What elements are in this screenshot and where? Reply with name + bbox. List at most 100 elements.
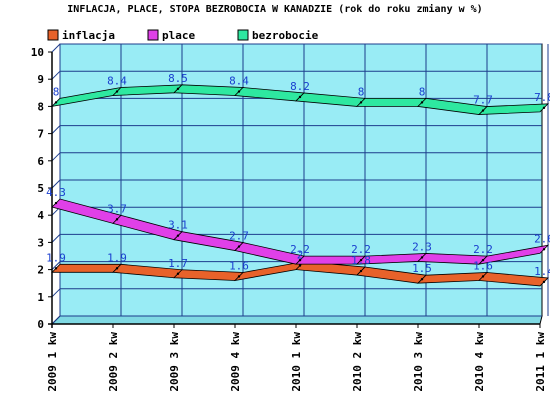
series-inflacja-point-7 <box>481 275 485 278</box>
legend-label-place: place <box>162 29 195 42</box>
data-label-place-2: 3.1 <box>168 219 188 232</box>
data-label-bezrobocie-7: 7.7 <box>473 94 493 107</box>
series-inflacja-point-2 <box>176 272 180 275</box>
gridline-y-depth-2 <box>51 261 61 270</box>
x-tick-label-5: 2010 2 kw <box>351 332 364 392</box>
series-bezrobocie-segment-7 <box>477 103 550 116</box>
series-place-point-8 <box>542 248 546 251</box>
series-inflacja-point-5 <box>359 269 363 273</box>
gridline-y-depth-0 <box>51 315 61 325</box>
data-label-bezrobocie-6: 8 <box>419 85 426 98</box>
y-tick-label-3: 3 <box>37 236 44 249</box>
data-label-place-1: 3.7 <box>107 202 127 215</box>
data-label-place-5: 2.2 <box>351 243 371 256</box>
gridline-y-depth-9 <box>51 70 61 80</box>
series-place-point-0 <box>54 201 58 205</box>
x-tick-label-8: 2011 1 kw <box>534 332 547 392</box>
series-inflacja-point-6 <box>420 278 424 281</box>
data-label-inflacja-3: 1.6 <box>229 259 249 272</box>
data-label-bezrobocie-1: 8.4 <box>107 75 127 88</box>
gridline-y-depth-5 <box>51 179 61 189</box>
series-bezrobocie-point-3 <box>237 90 241 93</box>
series-bezrobocie-segment-5 <box>356 98 427 107</box>
gridline-y-depth-1 <box>51 288 61 298</box>
data-label-inflacja-6: 1.5 <box>412 262 432 275</box>
y-tick-label-0: 0 <box>37 318 44 331</box>
gridline-y-depth-6 <box>51 152 61 162</box>
y-tick-label-2: 2 <box>37 264 44 277</box>
series-bezrobocie-point-6 <box>420 101 424 104</box>
series-bezrobocie-point-4 <box>298 95 302 99</box>
series-inflacja-segment-7 <box>478 272 549 287</box>
series-inflacja <box>51 260 549 287</box>
data-label-inflacja-4: 2 <box>297 249 304 262</box>
data-label-place-4: 2.2 <box>290 243 310 256</box>
data-label-place-6: 2.3 <box>412 240 432 253</box>
y-tick-label-9: 9 <box>37 73 44 86</box>
y-tick-label-8: 8 <box>37 100 44 113</box>
data-label-bezrobocie-4: 8.2 <box>290 80 310 93</box>
y-tick-label-5: 5 <box>37 182 44 195</box>
series-place <box>51 198 550 265</box>
series-inflacja-point-4 <box>298 264 302 267</box>
series-bezrobocie-point-7 <box>481 109 485 112</box>
data-label-place-7: 2.2 <box>473 243 493 256</box>
legend-swatch-inflacja <box>47 29 59 41</box>
data-label-bezrobocie-5: 8 <box>358 85 365 98</box>
data-label-bezrobocie-3: 8.4 <box>229 75 249 88</box>
gridline-y-depth-10 <box>51 43 61 53</box>
data-label-place-8: 2.6 <box>534 232 550 245</box>
series-inflacja-point-1 <box>115 267 119 270</box>
series-group <box>50 84 550 287</box>
x-tick-label-1: 2009 2 kw <box>107 332 120 392</box>
x-tick-label-7: 2010 4 kw <box>473 332 486 392</box>
series-place-segment-7 <box>477 244 550 265</box>
legend-label-bezrobocie: bezrobocie <box>252 29 319 42</box>
x-tick-label-6: 2010 3 kw <box>412 332 425 392</box>
y-tick-label-7: 7 <box>37 128 44 141</box>
grid <box>51 43 549 325</box>
series-inflacja-point-3 <box>237 275 241 278</box>
data-label-place-0: 4.3 <box>46 186 66 199</box>
gridline-y-depth-7 <box>51 125 61 134</box>
series-place-point-2 <box>176 234 180 237</box>
data-label-inflacja-0: 1.9 <box>46 251 66 264</box>
series-bezrobocie-point-8 <box>542 106 546 110</box>
data-label-place-3: 2.7 <box>229 230 249 243</box>
series-place-point-3 <box>237 245 241 248</box>
x-tick-label-0: 2009 1 kw <box>46 332 59 392</box>
series-inflacja-point-8 <box>542 280 546 284</box>
series-place-point-4 <box>298 258 302 262</box>
data-label-inflacja-2: 1.7 <box>168 257 188 270</box>
series-place-point-1 <box>115 218 119 221</box>
series-place-point-5 <box>359 258 363 262</box>
series-place-point-6 <box>420 256 424 259</box>
x-tick-label-2: 2009 3 kw <box>168 332 181 392</box>
data-label-bezrobocie-0: 8 <box>53 85 60 98</box>
data-label-inflacja-1: 1.9 <box>107 251 127 264</box>
legend-label-inflacja: inflacja <box>62 29 115 42</box>
data-label-inflacja-7: 1.6 <box>473 259 493 272</box>
series-place-point-7 <box>481 258 485 262</box>
series-bezrobocie-point-2 <box>176 87 180 91</box>
chart-title: INFLACJA, PLACE, STOPA BEZROBOCIA W KANA… <box>67 3 482 15</box>
series-bezrobocie-point-1 <box>115 90 119 93</box>
y-tick-label-4: 4 <box>37 209 44 222</box>
data-labels: 1.9 1.9 1.7 1.6 2 1.8 1.5 1.6 1.4 4.3 3.7 3.1 2.7 2.2… <box>46 72 550 278</box>
series-bezrobocie-point-5 <box>359 101 363 104</box>
x-tick-label-3: 2009 4 kw <box>229 332 242 392</box>
legend: inflacja place bezrobocie <box>47 29 319 42</box>
series-bezrobocie <box>50 84 550 116</box>
data-label-bezrobocie-8: 7.8 <box>534 91 550 104</box>
data-label-bezrobocie-2: 8.5 <box>168 72 188 85</box>
y-tick-label-6: 6 <box>37 155 44 168</box>
data-label-inflacja-5: 1.8 <box>351 254 371 267</box>
data-label-inflacja-8: 1.4 <box>534 265 550 278</box>
plot-floor <box>50 315 543 325</box>
series-bezrobocie-point-0 <box>54 101 58 104</box>
series-inflacja-segment-0 <box>51 263 122 273</box>
y-tick-label-10: 10 <box>31 46 44 59</box>
